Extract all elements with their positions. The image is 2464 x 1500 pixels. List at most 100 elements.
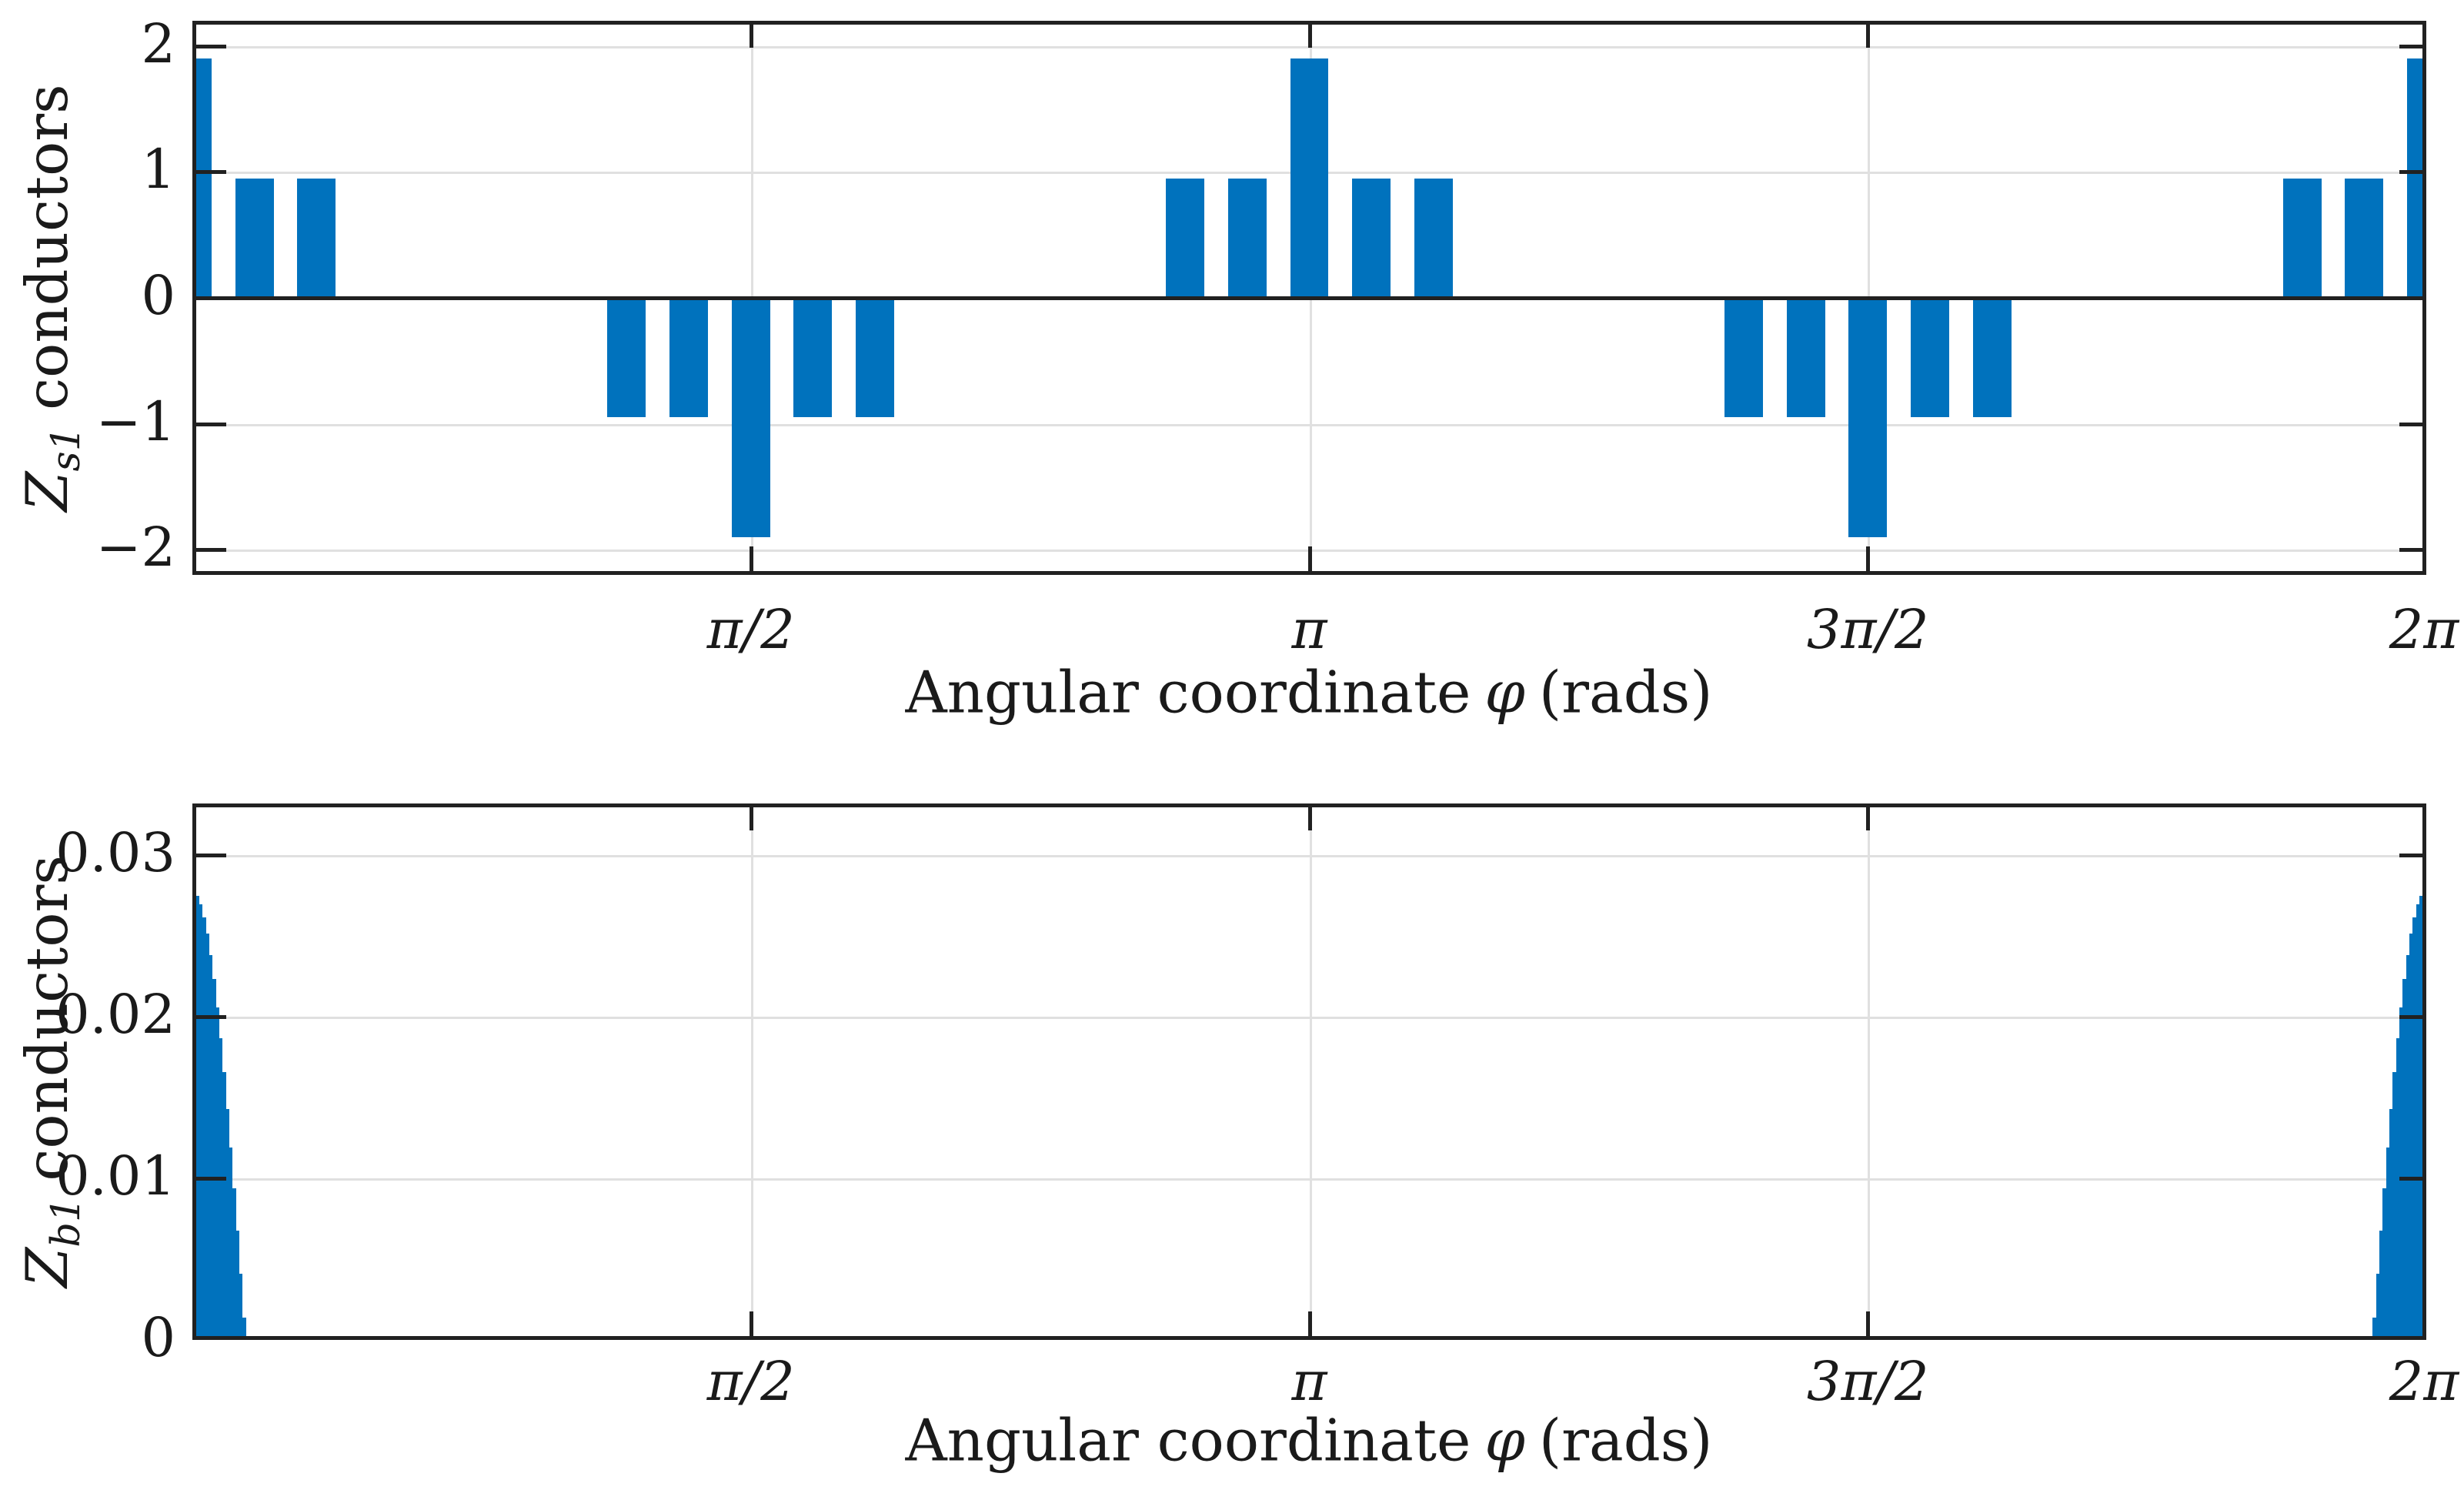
bottom-ylabel-symbol: Z xyxy=(13,1247,81,1288)
v-gridline xyxy=(1868,807,1871,1336)
conductor-bar xyxy=(235,178,274,298)
conductor-bar xyxy=(1786,298,1825,418)
y-tick-mark xyxy=(2399,296,2422,300)
x-tick-mark xyxy=(749,546,753,571)
conductor-bar xyxy=(1352,178,1391,298)
edge-cluster-bar xyxy=(242,1318,246,1336)
conductor-bar xyxy=(731,298,770,537)
edge-cluster-bar xyxy=(232,1188,236,1336)
conductor-bar xyxy=(1724,298,1763,418)
conductor-bar xyxy=(297,178,336,298)
conductor-bar xyxy=(1290,58,1329,298)
conductor-bar xyxy=(793,298,833,418)
y-tick-mark xyxy=(2399,170,2422,175)
edge-cluster-bar xyxy=(192,891,196,1340)
conductor-bar xyxy=(2407,58,2422,298)
edge-cluster-bar xyxy=(202,917,206,1336)
x-tick-mark xyxy=(1307,807,1312,830)
y-tick-mark xyxy=(2399,1177,2422,1181)
edge-cluster-bar xyxy=(2382,1188,2387,1336)
edge-cluster-bar xyxy=(209,954,213,1336)
edge-cluster-bar xyxy=(235,1231,239,1336)
top-xlabel-units: (rads) xyxy=(1538,658,1713,727)
y-tick-mark xyxy=(196,854,226,858)
edge-cluster-bar xyxy=(2419,895,2422,1336)
bottom-xlabel-units: (rads) xyxy=(1538,1406,1713,1475)
y-tick-mark xyxy=(2399,422,2422,426)
x-tick-label: 3π/2 xyxy=(1806,1350,1929,1413)
conductor-bar xyxy=(196,58,212,298)
edge-cluster-bar xyxy=(2379,1231,2383,1336)
edge-cluster-bar xyxy=(2399,1007,2403,1336)
x-tick-mark xyxy=(749,25,753,48)
y-tick-mark xyxy=(196,548,226,553)
y-tick-label: 0.03 xyxy=(55,821,175,885)
top-y-axis-label: Zs1 conductors xyxy=(13,84,89,511)
top-x-axis-label: Angular coordinate φ (rads) xyxy=(906,663,1713,722)
edge-cluster-bar xyxy=(222,1072,226,1336)
edge-cluster-bar xyxy=(2416,904,2420,1336)
x-tick-mark xyxy=(749,1311,753,1336)
conductor-bar xyxy=(2345,178,2384,298)
edge-cluster-bar xyxy=(2376,1274,2380,1336)
top-xlabel-phi-symbol: φ xyxy=(1484,658,1525,727)
edge-cluster-bar xyxy=(2412,917,2417,1336)
x-tick-label: π/2 xyxy=(706,598,795,661)
y-tick-label: 2 xyxy=(141,12,175,75)
edge-cluster-bar xyxy=(2402,979,2407,1336)
edge-cluster-bar xyxy=(219,1038,223,1336)
conductor-bar xyxy=(1227,178,1267,298)
bottom-y-axis-label: Zb1conductors xyxy=(13,855,89,1288)
edge-cluster-bar xyxy=(205,934,209,1336)
y-tick-mark xyxy=(196,296,226,300)
zero-baseline xyxy=(196,296,2422,300)
y-tick-mark xyxy=(196,170,226,175)
v-gridline xyxy=(1309,807,1312,1336)
edge-cluster-bar xyxy=(2389,1108,2393,1336)
conductor-bar xyxy=(1848,298,1888,537)
edge-cluster-bar xyxy=(212,979,216,1336)
edge-cluster-bar xyxy=(225,1108,229,1336)
edge-cluster-bar xyxy=(2422,891,2426,1340)
edge-cluster-bar xyxy=(199,904,203,1336)
edge-cluster-bar xyxy=(2392,1072,2397,1336)
y-tick-mark xyxy=(196,1177,226,1181)
x-tick-mark xyxy=(1866,25,1871,48)
x-tick-mark xyxy=(1866,807,1871,830)
conductor-bar xyxy=(1972,298,2012,418)
edge-cluster-bar xyxy=(215,1007,219,1336)
conductor-bar xyxy=(1414,178,1453,298)
x-tick-mark xyxy=(2425,1311,2426,1340)
conductor-bar xyxy=(669,298,709,418)
bottom-x-axis-label: Angular coordinate φ (rads) xyxy=(906,1411,1713,1470)
x-tick-label: π xyxy=(1291,598,1327,661)
top-ylabel-symbol: Z xyxy=(13,471,81,512)
x-tick-mark xyxy=(1307,546,1312,571)
y-tick-label: −1 xyxy=(95,389,175,453)
x-tick-mark xyxy=(1866,1311,1871,1336)
x-tick-label: 3π/2 xyxy=(1806,598,1929,661)
edge-cluster-bar xyxy=(196,895,199,1336)
conductor-bar xyxy=(2282,178,2322,298)
edge-cluster-bar xyxy=(2396,1038,2400,1336)
x-tick-label: 2π xyxy=(2389,598,2459,661)
x-tick-mark xyxy=(749,807,753,830)
conductor-bar xyxy=(1910,298,1949,418)
x-tick-label: π xyxy=(1291,1350,1327,1413)
edge-cluster-bar xyxy=(2372,1318,2377,1336)
top-plot-area xyxy=(192,21,2426,575)
y-tick-mark xyxy=(192,1338,226,1340)
edge-cluster-bar xyxy=(239,1274,243,1336)
y-tick-mark xyxy=(2399,854,2422,858)
y-tick-label: −2 xyxy=(95,516,175,580)
edge-cluster-bar xyxy=(2409,934,2413,1336)
y-tick-label: 0.01 xyxy=(55,1144,175,1208)
top-xlabel-text: Angular coordinate xyxy=(905,658,1471,727)
y-tick-mark xyxy=(2399,1338,2422,1340)
x-tick-mark xyxy=(1866,546,1871,571)
conductor-bar xyxy=(856,298,894,418)
x-tick-mark xyxy=(2425,807,2426,830)
y-tick-label: 0 xyxy=(141,1306,175,1370)
x-tick-mark xyxy=(2425,25,2426,48)
